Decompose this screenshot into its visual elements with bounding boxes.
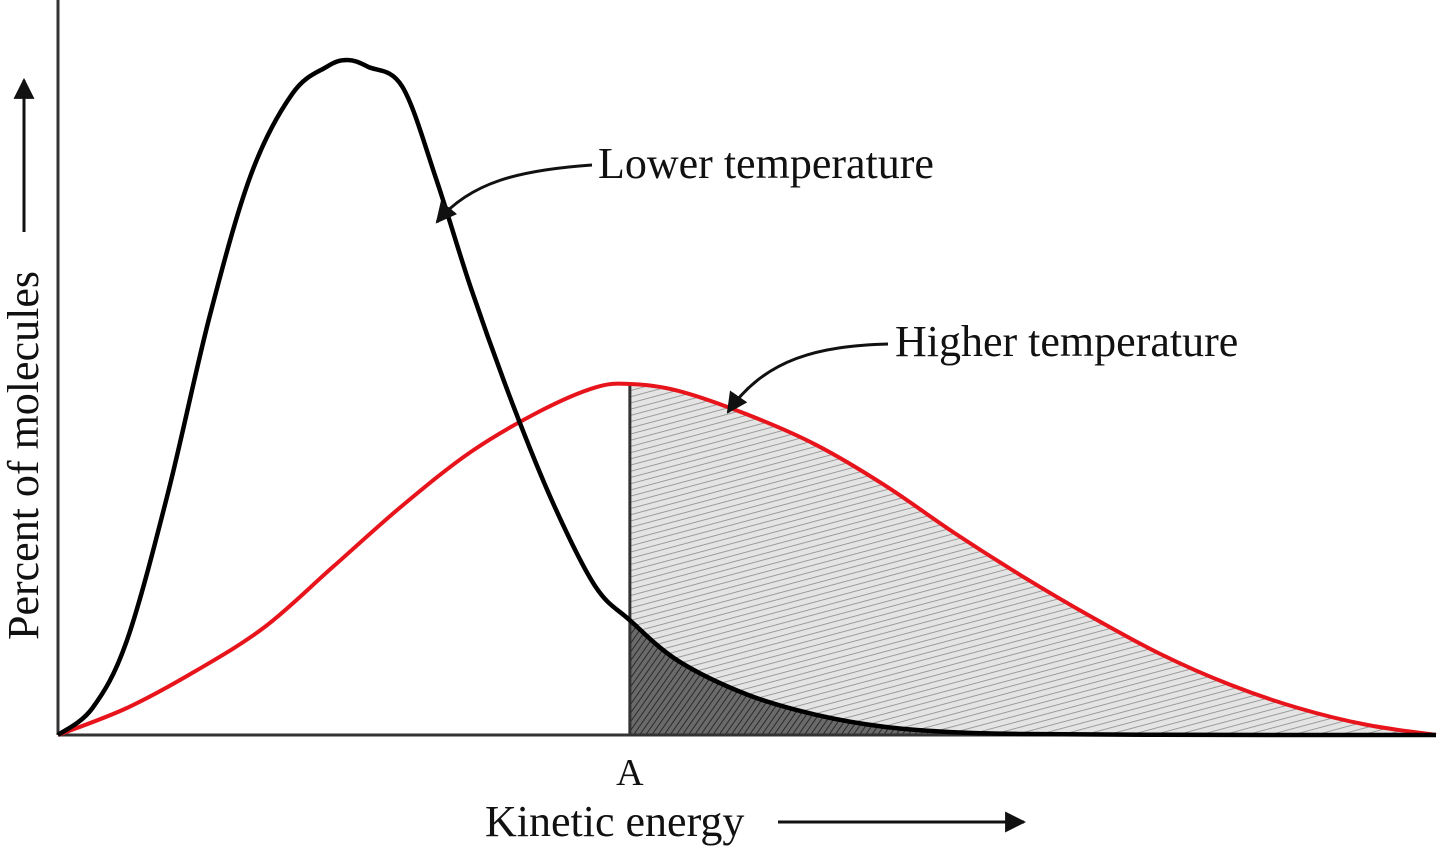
annotations: Lower temperature Higher temperature (13, 77, 1238, 833)
series-line-higher-temperature (57, 381, 1437, 737)
annotation-arrow-lower-temperature (435, 163, 593, 224)
higher-temperature-tail-area (629, 384, 1436, 735)
shaded-areas (629, 384, 1436, 735)
series-lines (56, 57, 1437, 738)
x-axis-label: Kinetic energy (485, 797, 744, 846)
annotation-arrow-higher-temperature (726, 342, 889, 414)
y-axis-label: Percent of molecules (0, 271, 48, 640)
x-tick-label-a: A (616, 752, 644, 794)
lower-temperature-tail-area (629, 620, 1436, 735)
annotation-lower-temperature: Lower temperature (598, 139, 934, 188)
series-line-lower-temperature (56, 57, 1437, 738)
annotation-higher-temperature: Higher temperature (895, 317, 1238, 366)
